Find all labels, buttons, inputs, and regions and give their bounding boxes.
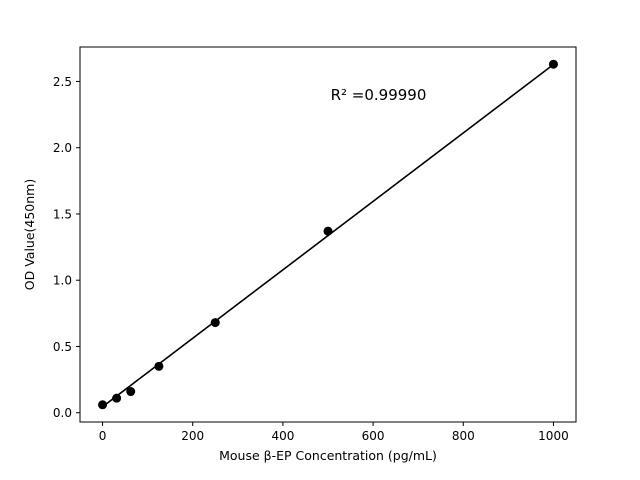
data-point [210, 318, 220, 328]
x-tick-label: 800 [452, 429, 475, 443]
y-tick-label: 1.0 [53, 274, 72, 288]
x-tick-label: 400 [271, 429, 294, 443]
y-tick-label: 2.0 [53, 141, 72, 155]
r-squared-annotation: R² =0.99990 [331, 86, 427, 104]
y-tick-label: 0.5 [53, 340, 72, 354]
y-tick-label: 2.5 [53, 75, 72, 89]
x-tick-label: 600 [362, 429, 385, 443]
data-point [98, 400, 108, 410]
data-point [154, 361, 164, 371]
data-point [323, 226, 333, 236]
data-point [126, 387, 136, 397]
x-axis-label: Mouse β-EP Concentration (pg/mL) [219, 448, 437, 463]
plot-border [79, 46, 577, 423]
data-point [112, 393, 122, 403]
y-axis-label: OD Value(450nm) [22, 179, 37, 290]
x-tick-label: 0 [99, 429, 107, 443]
x-tick-label: 1000 [538, 429, 569, 443]
y-tick-label: 1.5 [53, 207, 72, 221]
x-tick-label: 200 [181, 429, 204, 443]
data-point [548, 59, 558, 69]
y-tick-label: 0.0 [53, 406, 72, 420]
